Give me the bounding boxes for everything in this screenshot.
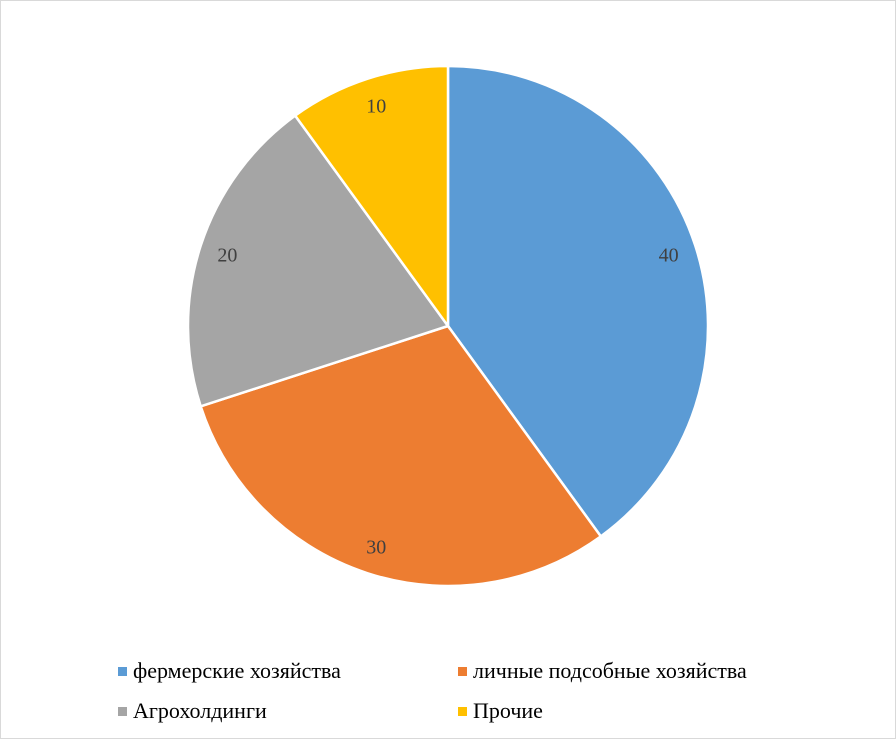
legend-item-1: личные подсобные хозяйства (458, 658, 747, 684)
legend-swatch (458, 666, 467, 676)
data-label-2: 20 (217, 244, 237, 266)
legend-swatch (458, 706, 467, 716)
pie-slice-3 (293, 64, 450, 330)
legend-item-2: Агрохолдинги (118, 698, 267, 724)
legend-swatch (118, 706, 127, 716)
legend-label: личные подсобные хозяйства (473, 658, 747, 683)
legend-label: фермерские хозяйства (133, 658, 341, 683)
legend-item-3: Прочие (458, 698, 543, 724)
pie-slice-0 (446, 64, 710, 539)
data-label-0: 40 (659, 244, 679, 266)
legend-label: Агрохолдинги (133, 698, 267, 723)
data-label-1: 30 (366, 537, 386, 559)
legend-label: Прочие (473, 698, 543, 723)
legend-swatch (118, 666, 127, 676)
legend-item-0: фермерские хозяйства (118, 658, 341, 684)
data-label-3: 10 (366, 95, 386, 117)
pie-slice-1 (199, 324, 603, 588)
pie-slice-2 (186, 113, 451, 408)
